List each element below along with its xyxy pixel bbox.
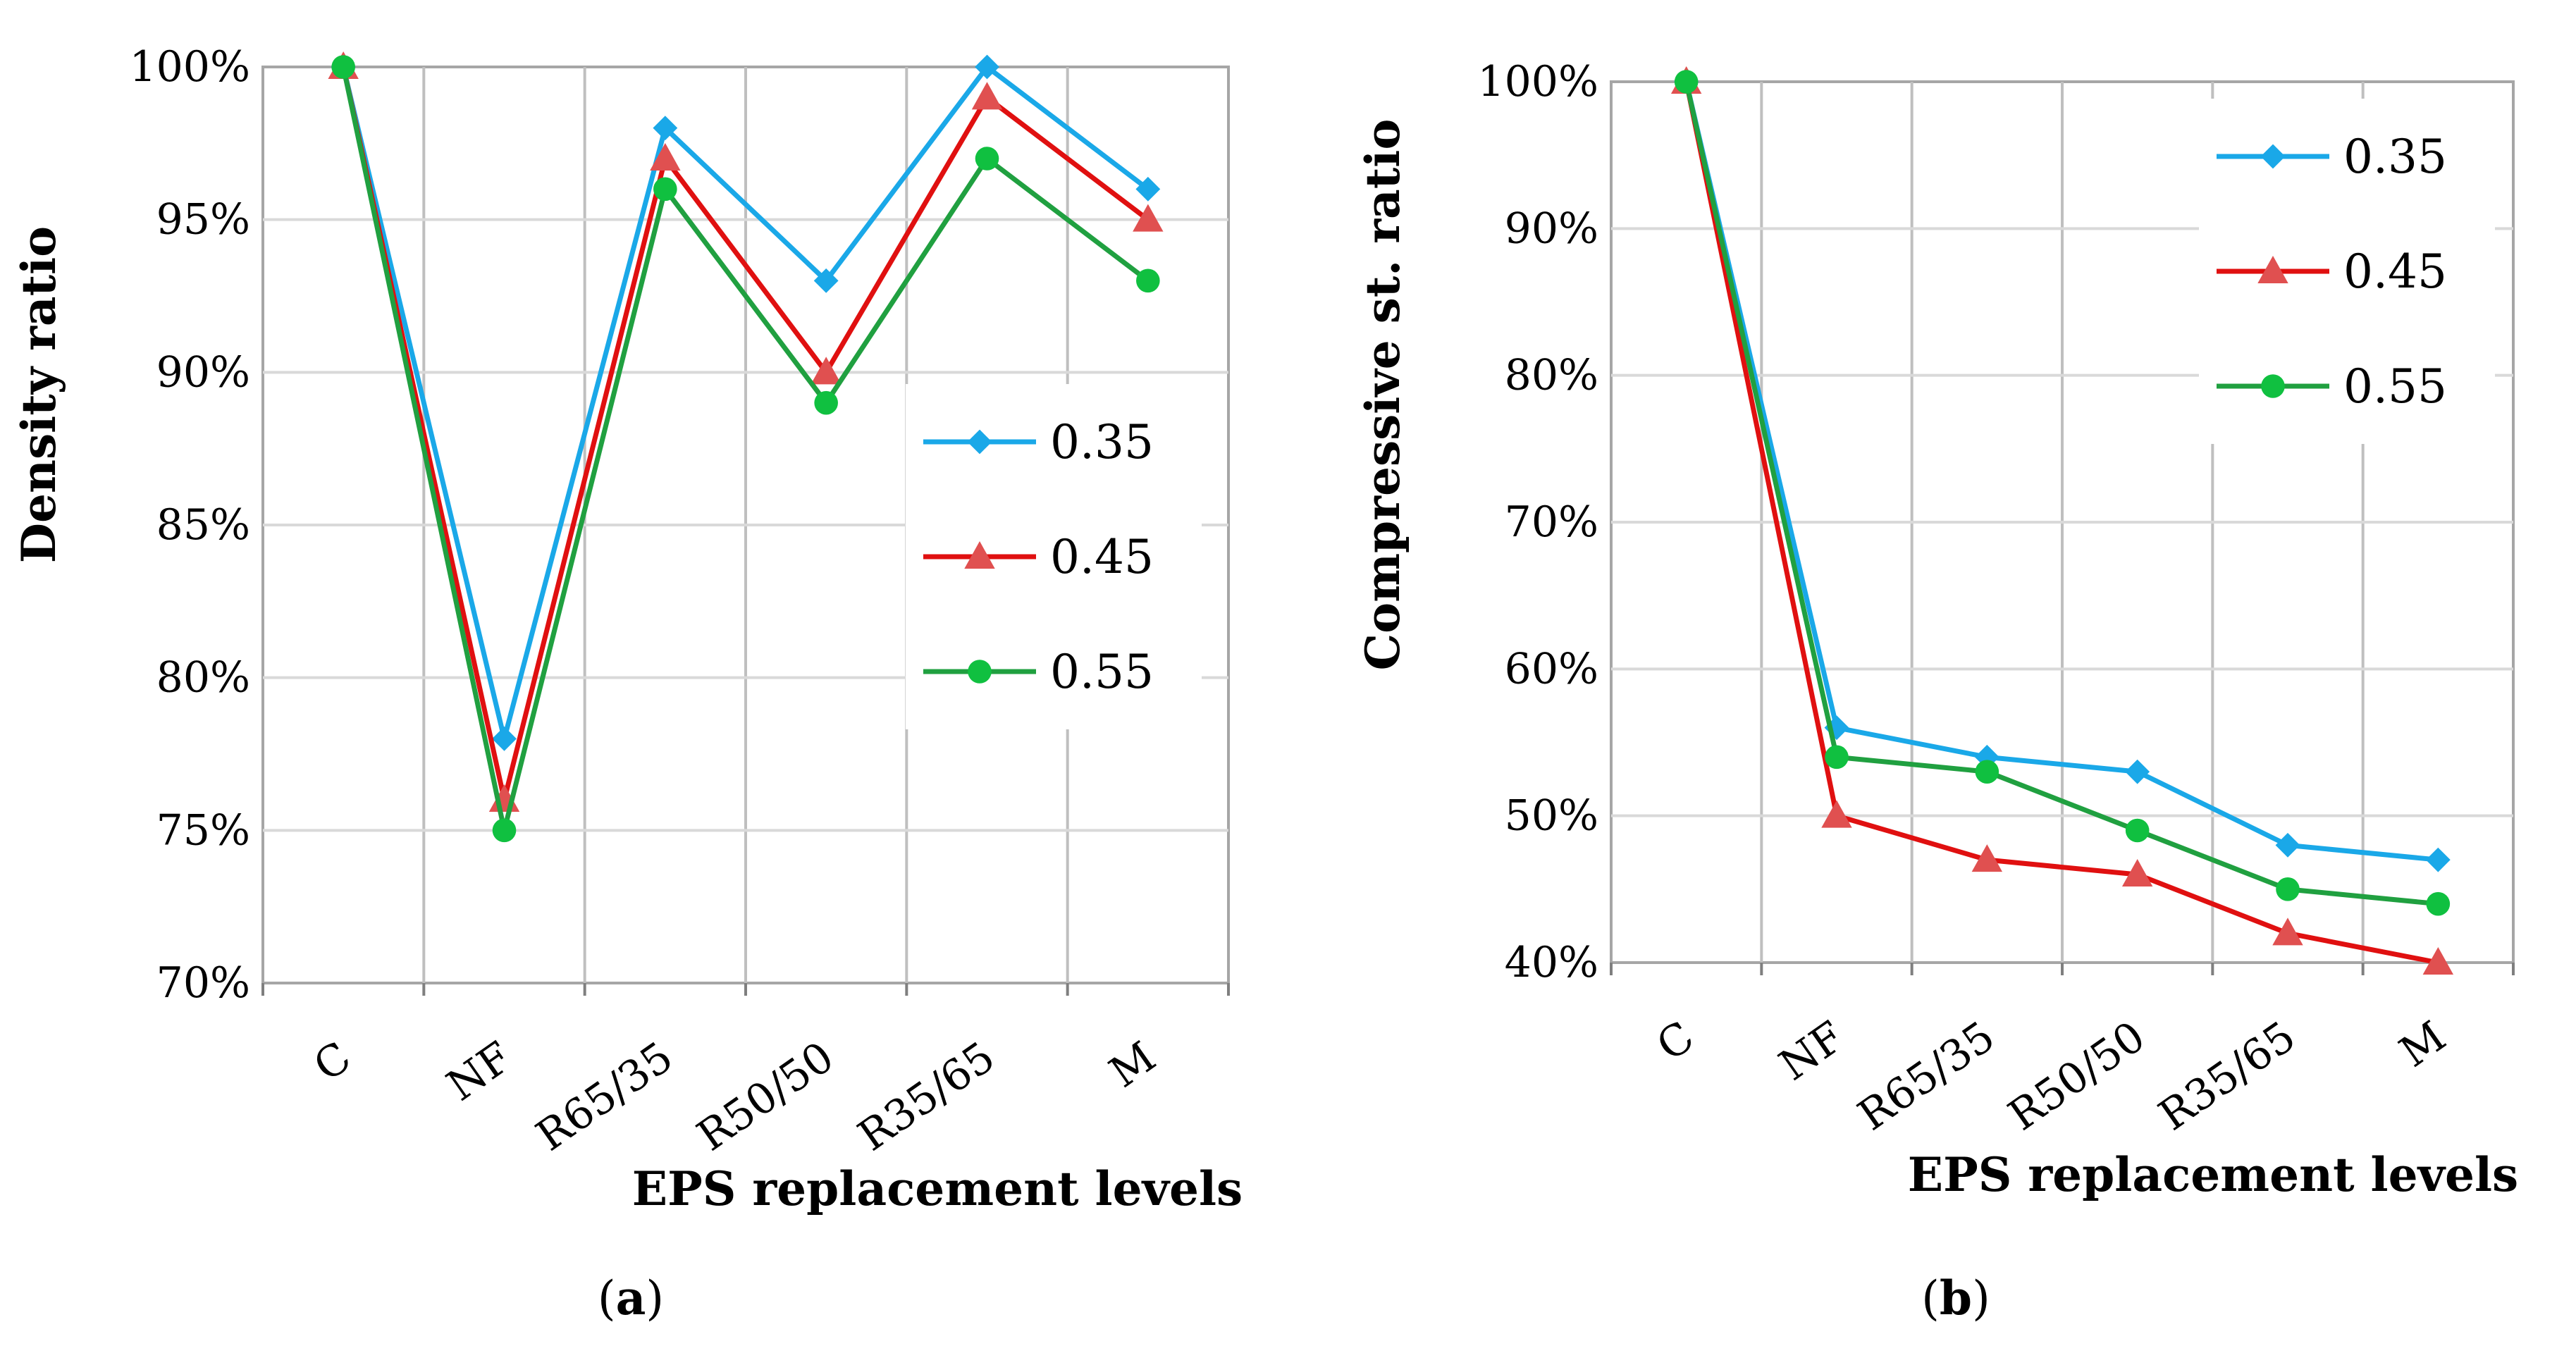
data-point	[1136, 268, 1160, 293]
x-axis-title: EPS replacement levels	[1908, 1147, 2518, 1202]
x-category-label: R65/35	[1849, 1012, 2004, 1140]
x-category-label: M	[1101, 1032, 1164, 1098]
data-point	[1821, 800, 1852, 828]
chart-b: 40% 50% 60% 70% 80% 90% 100% C NFR65/35R50/50R35…	[1355, 57, 2518, 1326]
x-category-label: R65/35	[528, 1032, 682, 1161]
legend-label: 0.45	[1050, 530, 1154, 584]
x-category-label: NF	[1770, 1012, 1853, 1090]
y-tick-label: 70%	[1505, 498, 1598, 547]
y-tick-label: 90%	[1505, 204, 1598, 253]
y-tick-label: 70%	[156, 958, 250, 1008]
data-point	[2272, 918, 2303, 946]
series-line	[340, 66, 1150, 833]
y-tick-label: 100%	[129, 42, 250, 92]
y-tick-label: 80%	[1505, 351, 1598, 400]
legend-marker	[2260, 144, 2286, 169]
data-point	[492, 726, 517, 751]
y-tick-label: 90%	[156, 347, 250, 397]
x-category-label: R35/65	[849, 1032, 1004, 1161]
data-point	[2275, 832, 2300, 858]
panel-label: (a)	[598, 1271, 664, 1326]
y-tick-label: 100%	[1477, 57, 1598, 106]
panel-label: (b)	[1921, 1271, 1990, 1326]
y-tick-label: 40%	[1505, 938, 1598, 987]
series-0.55	[1674, 70, 2451, 916]
legend-label: 0.45	[2343, 245, 2447, 299]
data-point	[2121, 858, 2153, 886]
legend-label: 0.55	[1050, 645, 1154, 699]
data-point	[2125, 759, 2150, 784]
y-tick-label: 80%	[156, 653, 250, 703]
data-point	[492, 818, 517, 843]
x-category-label: C	[305, 1032, 360, 1092]
data-point	[1971, 844, 2003, 872]
legend-label: 0.35	[2343, 130, 2447, 184]
x-category-label: R35/65	[2150, 1012, 2305, 1140]
data-point	[653, 177, 677, 202]
data-point	[2422, 946, 2454, 975]
data-point	[331, 55, 355, 79]
x-category-label: R50/50	[689, 1032, 843, 1161]
legend-marker	[967, 429, 992, 455]
series-line	[1684, 81, 2439, 907]
data-point	[975, 54, 999, 80]
legend-marker	[968, 660, 992, 684]
data-point	[1133, 204, 1164, 232]
y-tick-label: 95%	[156, 195, 250, 245]
legend-label: 0.35	[1050, 415, 1154, 469]
legend-label: 0.55	[2343, 359, 2447, 414]
data-point	[1135, 176, 1161, 202]
data-point	[813, 268, 839, 293]
data-point	[971, 82, 1003, 110]
y-axis-title: Compressive st. ratio	[1355, 119, 1410, 671]
series-0.55	[331, 55, 1160, 843]
data-point	[1825, 745, 1849, 770]
legend-marker	[964, 540, 995, 569]
series-line	[1684, 81, 2439, 863]
y-tick-label: 60%	[1505, 644, 1598, 693]
series-line	[340, 66, 1150, 803]
data-point	[650, 142, 681, 171]
data-point	[811, 357, 842, 385]
y-tick-label: 85%	[156, 500, 250, 550]
data-point	[2425, 847, 2451, 872]
series-line	[1684, 81, 2439, 965]
data-point	[653, 116, 678, 141]
y-axis-title: Density ratio	[11, 226, 66, 563]
series-line	[340, 64, 1150, 741]
x-axis-title: EPS replacement levels	[632, 1161, 1243, 1216]
data-point	[2125, 818, 2150, 843]
y-tick-label: 50%	[1505, 791, 1598, 841]
legend-marker	[2257, 255, 2288, 283]
chart-a: 70% 75% 80% 85% 90% 95% 100% C NF R65/35 R50/50 R35…	[11, 42, 1243, 1326]
x-category-label: M	[2391, 1012, 2454, 1077]
y-tick-label: 75%	[156, 805, 250, 855]
data-point	[2426, 891, 2451, 916]
x-category-label: R50/50	[1999, 1012, 2154, 1140]
data-point	[1975, 760, 1999, 784]
data-point	[975, 147, 999, 171]
x-category-label: C	[1648, 1012, 1703, 1071]
legend-marker	[2261, 374, 2285, 398]
data-point	[1674, 70, 1699, 94]
x-category-label: NF	[438, 1032, 521, 1111]
data-point	[814, 390, 838, 415]
data-point	[2276, 877, 2300, 901]
